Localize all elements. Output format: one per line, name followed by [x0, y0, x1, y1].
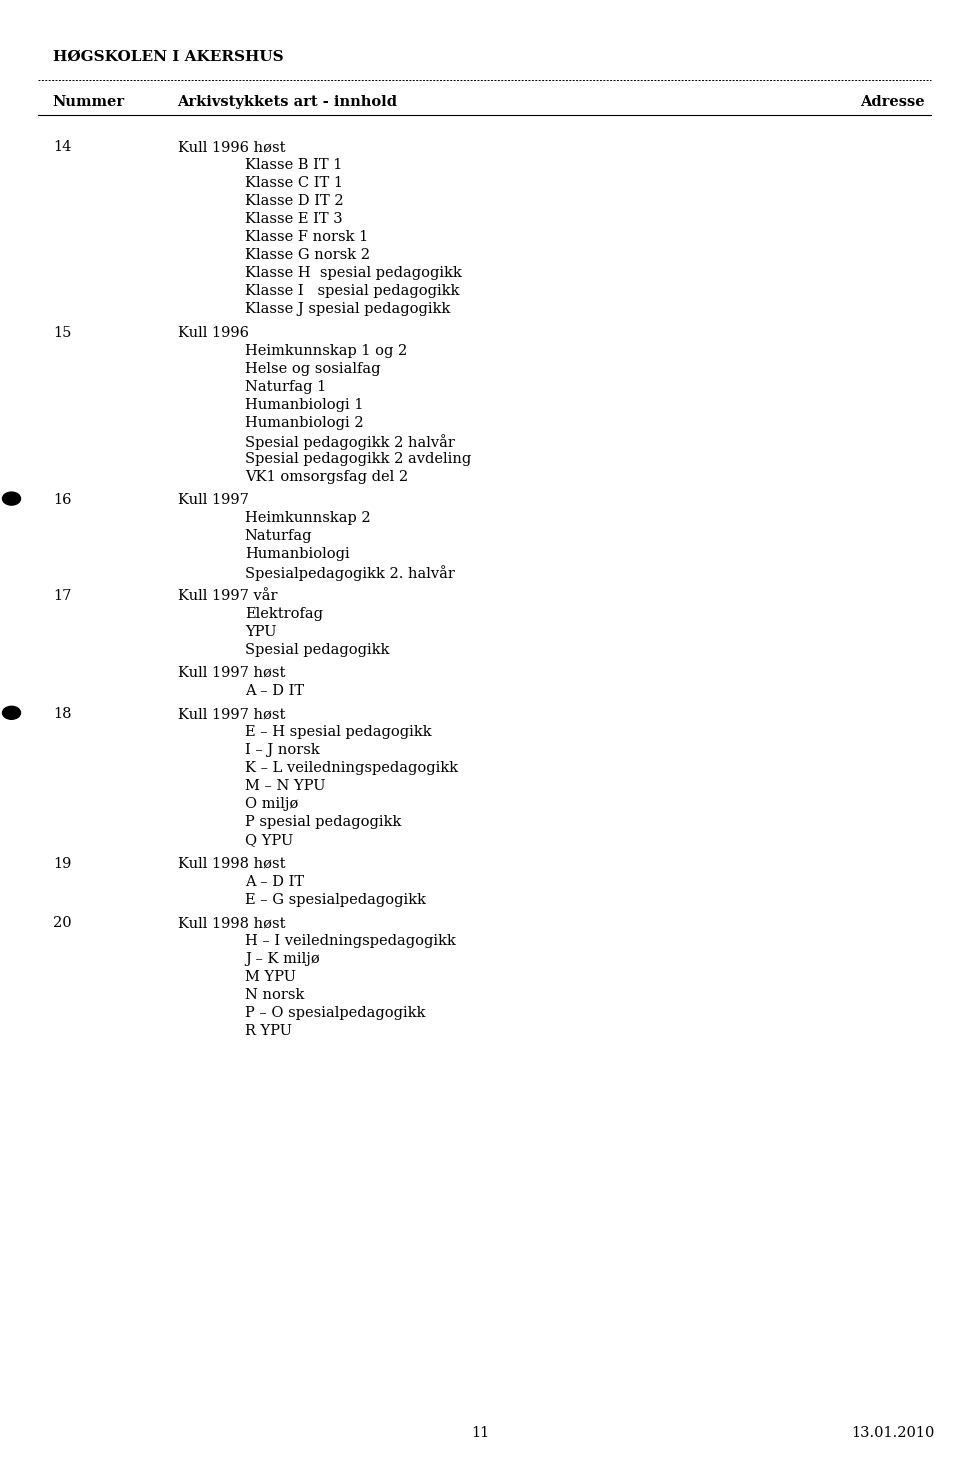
Text: Adresse: Adresse	[860, 95, 925, 109]
Text: Naturfag 1: Naturfag 1	[245, 380, 326, 393]
Text: Klasse E IT 3: Klasse E IT 3	[245, 213, 343, 226]
Text: 17: 17	[53, 589, 71, 602]
Text: Humanbiologi: Humanbiologi	[245, 548, 349, 561]
Text: 18: 18	[53, 708, 71, 721]
Text: Heimkunnskap 1 og 2: Heimkunnskap 1 og 2	[245, 344, 407, 358]
Text: Naturfag: Naturfag	[245, 528, 312, 543]
Text: Spesial pedagogikk: Spesial pedagogikk	[245, 643, 390, 656]
Text: M YPU: M YPU	[245, 970, 296, 984]
Text: Q YPU: Q YPU	[245, 834, 293, 847]
Text: I – J norsk: I – J norsk	[245, 743, 320, 757]
Text: Helse og sosialfag: Helse og sosialfag	[245, 361, 380, 376]
Text: M – N YPU: M – N YPU	[245, 780, 325, 793]
Text: P – O spesialpedagogikk: P – O spesialpedagogikk	[245, 1006, 425, 1020]
Text: Klasse H  spesial pedagogikk: Klasse H spesial pedagogikk	[245, 266, 462, 280]
Text: YPU: YPU	[245, 624, 276, 639]
Text: Kull 1998 høst: Kull 1998 høst	[178, 916, 285, 931]
Text: Elektrofag: Elektrofag	[245, 606, 323, 621]
Text: Heimkunnskap 2: Heimkunnskap 2	[245, 511, 371, 526]
Text: N norsk: N norsk	[245, 988, 304, 1003]
Text: R YPU: R YPU	[245, 1025, 292, 1038]
Text: Spesial pedagogikk 2 avdeling: Spesial pedagogikk 2 avdeling	[245, 452, 471, 465]
Text: P spesial pedagogikk: P spesial pedagogikk	[245, 815, 401, 829]
Text: 11: 11	[470, 1425, 490, 1440]
Text: Klasse I   spesial pedagogikk: Klasse I spesial pedagogikk	[245, 285, 459, 298]
Text: K – L veiledningspedagogikk: K – L veiledningspedagogikk	[245, 762, 458, 775]
Text: 16: 16	[53, 493, 71, 508]
Text: Kull 1996 høst: Kull 1996 høst	[178, 141, 285, 154]
Text: Nummer: Nummer	[53, 95, 125, 109]
Text: A – D IT: A – D IT	[245, 875, 304, 888]
Text: Klasse B IT 1: Klasse B IT 1	[245, 159, 342, 172]
Text: VK1 omsorgsfag del 2: VK1 omsorgsfag del 2	[245, 470, 408, 484]
Ellipse shape	[3, 706, 20, 719]
Text: 15: 15	[53, 326, 71, 339]
Text: 13.01.2010: 13.01.2010	[852, 1425, 934, 1440]
Text: Klasse C IT 1: Klasse C IT 1	[245, 176, 343, 191]
Text: Kull 1997: Kull 1997	[178, 493, 249, 508]
Text: A – D IT: A – D IT	[245, 684, 304, 697]
Text: Humanbiologi 2: Humanbiologi 2	[245, 415, 364, 430]
Text: Spesial pedagogikk 2 halvår: Spesial pedagogikk 2 halvår	[245, 435, 455, 449]
Text: Klasse F norsk 1: Klasse F norsk 1	[245, 230, 368, 244]
Text: E – G spesialpedagogikk: E – G spesialpedagogikk	[245, 893, 426, 907]
Text: Humanbiologi 1: Humanbiologi 1	[245, 398, 363, 413]
Text: Kull 1997 høst: Kull 1997 høst	[178, 708, 285, 721]
Text: Klasse J spesial pedagogikk: Klasse J spesial pedagogikk	[245, 302, 450, 317]
Text: Klasse D IT 2: Klasse D IT 2	[245, 194, 344, 208]
Text: 14: 14	[53, 141, 71, 154]
Text: 19: 19	[53, 857, 71, 871]
Text: J – K miljø: J – K miljø	[245, 953, 320, 966]
Text: Kull 1997 høst: Kull 1997 høst	[178, 666, 285, 680]
Text: Spesialpedagogikk 2. halvår: Spesialpedagogikk 2. halvår	[245, 565, 455, 581]
Text: H – I veiledningspedagogikk: H – I veiledningspedagogikk	[245, 934, 456, 948]
Text: Kull 1998 høst: Kull 1998 høst	[178, 857, 285, 871]
Text: Klasse G norsk 2: Klasse G norsk 2	[245, 248, 370, 263]
Text: E – H spesial pedagogikk: E – H spesial pedagogikk	[245, 725, 431, 740]
Text: Arkivstykkets art - innhold: Arkivstykkets art - innhold	[178, 95, 397, 109]
Text: O miljø: O miljø	[245, 797, 299, 812]
Text: 20: 20	[53, 916, 71, 931]
Text: Kull 1997 vår: Kull 1997 vår	[178, 589, 277, 602]
Ellipse shape	[3, 492, 20, 505]
Text: HØGSKOLEN I AKERSHUS: HØGSKOLEN I AKERSHUS	[53, 50, 283, 65]
Text: Kull 1996: Kull 1996	[178, 326, 249, 339]
